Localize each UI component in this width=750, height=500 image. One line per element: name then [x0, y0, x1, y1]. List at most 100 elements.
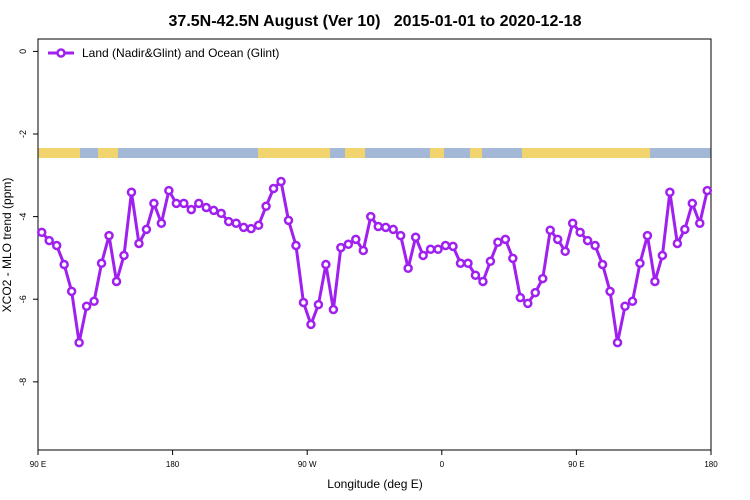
- data-point: [597, 259, 608, 270]
- plot-frame: [37, 38, 712, 451]
- y-tick-label: -8: [18, 378, 28, 386]
- data-point: [515, 292, 526, 303]
- data-point: [96, 258, 107, 269]
- data-point: [702, 185, 713, 196]
- data-point: [44, 235, 54, 246]
- data-point: [418, 250, 428, 261]
- data-point: [560, 246, 570, 257]
- data-point: [478, 276, 488, 287]
- data-point: [81, 301, 92, 312]
- data-point: [440, 240, 451, 251]
- data-point: [134, 238, 144, 249]
- data-point: [74, 337, 84, 348]
- data-point: [380, 222, 391, 233]
- data-point: [388, 224, 398, 235]
- x-tick-label: 0: [440, 460, 445, 469]
- data-point: [336, 242, 346, 253]
- data-point: [605, 286, 615, 297]
- data-point: [201, 202, 211, 213]
- data-point: [582, 235, 593, 246]
- data-point: [448, 241, 458, 252]
- data-point: [493, 237, 503, 247]
- data-point: [216, 208, 226, 219]
- x-tick-label: 180: [704, 460, 718, 469]
- data-point: [395, 230, 406, 241]
- y-axis-label: XCO2 - MLO trend (ppm): [0, 178, 14, 313]
- legend-label: Land (Nadir&Glint) and Ocean (Glint): [82, 46, 279, 60]
- data-point: [66, 286, 77, 297]
- data-point: [328, 304, 339, 315]
- data-point: [171, 198, 182, 209]
- data-point: [366, 211, 376, 222]
- data-point: [51, 240, 62, 251]
- data-point: [208, 205, 219, 216]
- data-point: [642, 230, 653, 241]
- data-point: [119, 250, 129, 261]
- x-tick-label: 90 E: [568, 460, 584, 469]
- data-point: [156, 218, 167, 228]
- data-point: [283, 215, 294, 226]
- data-point: [552, 234, 563, 245]
- data-point: [36, 227, 47, 238]
- data-point: [313, 299, 324, 310]
- data-point: [455, 258, 466, 269]
- data-point: [126, 187, 137, 197]
- data-point: [567, 218, 578, 228]
- data-point: [672, 238, 683, 249]
- data-point: [59, 259, 69, 270]
- data-point: [111, 276, 122, 287]
- data-point: [485, 256, 496, 266]
- data-point: [179, 198, 189, 209]
- data-point: [433, 244, 443, 255]
- data-point: [306, 319, 316, 330]
- data-point: [186, 204, 197, 215]
- data-point: [680, 224, 690, 235]
- data-point: [657, 250, 668, 261]
- data-point: [164, 185, 174, 196]
- data-point: [687, 198, 698, 209]
- data-point: [104, 230, 114, 241]
- data-point: [650, 276, 660, 287]
- x-axis-label: Longitude (deg E): [327, 477, 422, 491]
- land-ocean-strip: [38, 148, 711, 158]
- data-point: [238, 222, 249, 233]
- data-point: [253, 220, 264, 231]
- data-point: [298, 297, 309, 308]
- x-tick-label: 90 E: [30, 460, 46, 469]
- data-point: [403, 263, 413, 274]
- data-point: [358, 245, 369, 256]
- data-point: [470, 270, 481, 281]
- data-point: [500, 234, 511, 245]
- data-point: [141, 224, 152, 235]
- data-point: [276, 176, 286, 187]
- data-point: [538, 273, 548, 284]
- data-point: [149, 198, 159, 209]
- data-point: [291, 240, 301, 251]
- data-point: [89, 296, 99, 307]
- data-point: [351, 234, 361, 245]
- data-point: [508, 253, 518, 264]
- y-tick-label: -6: [18, 295, 28, 303]
- data-point: [635, 258, 645, 269]
- data-point: [695, 218, 705, 228]
- data-point: [261, 201, 271, 212]
- data-point: [530, 287, 541, 298]
- data-point: [612, 337, 623, 348]
- y-tick-label: -2: [18, 130, 28, 138]
- x-tick-label: 90 W: [298, 460, 317, 469]
- data-point: [343, 239, 354, 250]
- data-point: [665, 187, 675, 197]
- chart-title: 37.5N-42.5N August (Ver 10) 2015-01-01 t…: [169, 13, 582, 30]
- data-point: [620, 301, 630, 312]
- data-line: [40, 178, 709, 343]
- data-point: [373, 221, 383, 232]
- x-tick-label: 180: [166, 460, 180, 469]
- data-point: [194, 198, 204, 209]
- data-point: [523, 298, 533, 309]
- data-point: [231, 218, 241, 228]
- data-point: [590, 240, 600, 251]
- legend-marker: [56, 48, 66, 58]
- data-point: [425, 244, 436, 255]
- data-point: [627, 296, 638, 307]
